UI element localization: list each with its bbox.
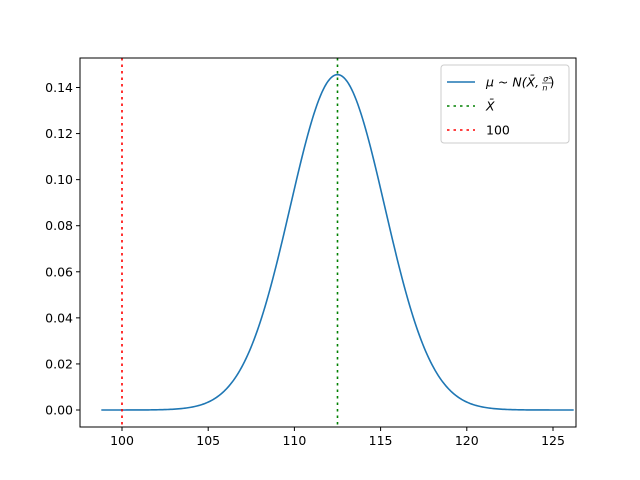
y-tick-label: 0.02 [45, 356, 73, 371]
y-tick-label: 0.08 [45, 218, 73, 233]
plot-area [101, 58, 574, 427]
legend-label: μ ~ N(X̄, σ² n) [485, 75, 554, 93]
y-axis: 0.00 0.02 0.04 0.06 0.08 0.10 0.12 0.14 [45, 80, 80, 418]
x-axis: 100 105 110 115 120 125 [110, 427, 565, 448]
x-tick-label: 115 [369, 433, 393, 448]
legend-label: 100 [486, 123, 510, 138]
y-tick-label: 0.06 [45, 264, 73, 279]
series-line [101, 73, 574, 411]
x-tick-label: 105 [196, 433, 220, 448]
y-tick-label: 0.04 [45, 310, 73, 325]
axes-frame [79, 57, 577, 428]
legend-label: X̄ [485, 99, 495, 114]
legend: μ ~ N(X̄, σ² n) X̄ 100 [440, 64, 570, 144]
legend-box [440, 64, 570, 144]
y-tick-label: 0.10 [45, 172, 73, 187]
x-tick-label: 100 [110, 433, 134, 448]
y-tick-label: 0.14 [45, 80, 73, 95]
x-tick-label: 120 [455, 433, 479, 448]
x-tick-label: 125 [541, 433, 565, 448]
y-tick-label: 0.12 [45, 126, 73, 141]
x-tick-label: 110 [282, 433, 306, 448]
y-tick-label: 0.00 [45, 403, 73, 418]
